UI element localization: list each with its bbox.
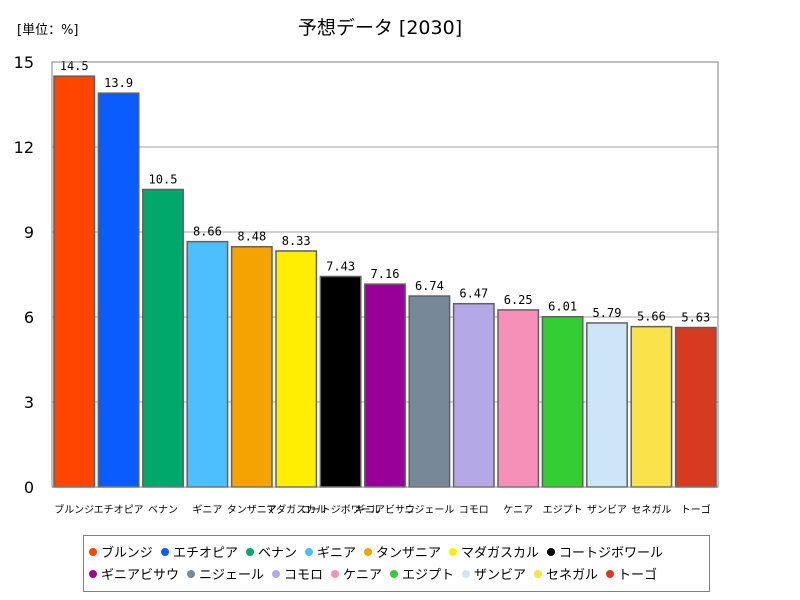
x-tick-label: マダガスカル <box>266 503 326 516</box>
legend-label: ギニアビサウ <box>101 568 179 583</box>
bar <box>142 188 184 488</box>
legend-label: ケニア <box>343 568 382 583</box>
legend-marker <box>89 570 97 578</box>
x-tick-label: ケニア <box>503 504 533 516</box>
y-tick-label: 12 <box>14 138 34 157</box>
bar-value-label: 8.66 <box>193 225 222 239</box>
bar <box>186 240 229 488</box>
legend-marker <box>161 548 169 556</box>
legend-marker <box>547 548 555 556</box>
x-tick-label: タンザニア <box>227 504 277 516</box>
bar-value-label: 8.48 <box>237 230 266 244</box>
bar <box>630 325 673 488</box>
bar-value-label: 6.74 <box>415 279 444 293</box>
bar <box>497 309 540 488</box>
bar-value-label: 6.47 <box>459 287 488 301</box>
bar-value-label: 5.63 <box>681 310 710 324</box>
legend-items: ブルンジ エチオピア ベナン ギニア タンザニア マダガスカル コートジボワールギニアビサウ… <box>89 545 663 583</box>
legend-label: ザンビア <box>474 568 526 583</box>
y-tick-label: 3 <box>24 393 34 412</box>
bar-value-label: 10.5 <box>149 173 178 187</box>
legend-marker <box>272 570 280 578</box>
x-tick-label: エジプト <box>543 504 583 516</box>
y-tick-label: 6 <box>24 308 34 327</box>
bar <box>53 75 96 488</box>
bar-value-label: 6.01 <box>548 300 577 314</box>
legend-marker <box>246 548 254 556</box>
x-tick-label: ブルンジ <box>54 503 94 516</box>
legend-label: エジプト <box>402 568 454 583</box>
legend-label: タンザニア <box>376 546 441 561</box>
x-tick-label: セネガル <box>631 504 671 516</box>
bar-value-label: 7.16 <box>371 267 400 281</box>
legend-marker <box>187 570 195 578</box>
x-tick-label: ギニアビサウ <box>355 504 415 516</box>
legend-marker <box>449 548 457 556</box>
plot-area-frame <box>51 61 719 488</box>
bar <box>97 92 140 488</box>
bar-value-label: 5.79 <box>593 306 622 320</box>
x-tick-label: ギニア <box>192 504 222 516</box>
x-tick-label: ベナン <box>148 504 178 516</box>
x-tick-label: エチオピア <box>94 504 144 516</box>
bar <box>541 315 584 488</box>
x-tick-label: コモロ <box>459 505 489 516</box>
bar-value-label: 5.66 <box>637 310 666 324</box>
chart-title: 予想データ [2030] <box>298 17 462 39</box>
bar <box>674 326 717 488</box>
legend-marker <box>305 548 313 556</box>
bar <box>230 245 273 488</box>
legend-label: トーゴ <box>618 567 657 583</box>
bar-value-label: 13.9 <box>104 76 133 90</box>
x-tick-label: ニジェール <box>404 505 454 516</box>
legend-marker <box>534 570 542 578</box>
x-tick-label: ザンビア <box>587 504 627 516</box>
bar-value-label: 6.25 <box>504 293 533 307</box>
legend-marker <box>89 548 97 556</box>
bar <box>586 322 628 488</box>
legend-label: エチオピア <box>173 546 238 561</box>
bar <box>364 283 406 488</box>
bar <box>452 302 495 488</box>
y-tick-label: 15 <box>14 53 34 72</box>
legend-label: コモロ <box>284 568 323 583</box>
bar <box>319 275 362 488</box>
y-tick-label: 0 <box>24 478 34 497</box>
y-tick-label: 9 <box>24 223 34 242</box>
legend-marker <box>331 570 339 578</box>
legend-label: ギニア <box>317 546 356 561</box>
unit-label: [単位：%] <box>17 22 79 38</box>
bar-value-label: 14.5 <box>60 59 89 73</box>
legend-label: ブルンジ <box>101 545 153 561</box>
legend-label: ベナン <box>258 546 297 561</box>
legend-marker <box>364 548 372 556</box>
bar-value-label: 7.43 <box>326 259 355 273</box>
legend-label: ニジェール <box>199 568 264 583</box>
x-tick-label: トーゴ <box>681 503 711 516</box>
legend-marker <box>606 570 614 578</box>
legend-label: コートジボワール <box>559 546 663 561</box>
x-tick-label: コートジボワール <box>301 504 381 516</box>
bar <box>275 250 318 488</box>
legend-marker <box>390 570 398 578</box>
bar-value-label: 8.33 <box>282 234 311 248</box>
bar <box>408 295 451 488</box>
legend-label: セネガル <box>546 568 598 583</box>
legend-label: マダガスカル <box>461 546 539 561</box>
legend-marker <box>462 570 470 578</box>
legend: ブルンジ エチオピア ベナン ギニア タンザニア マダガスカル コートジボワールギニアビサウ… <box>83 535 710 592</box>
